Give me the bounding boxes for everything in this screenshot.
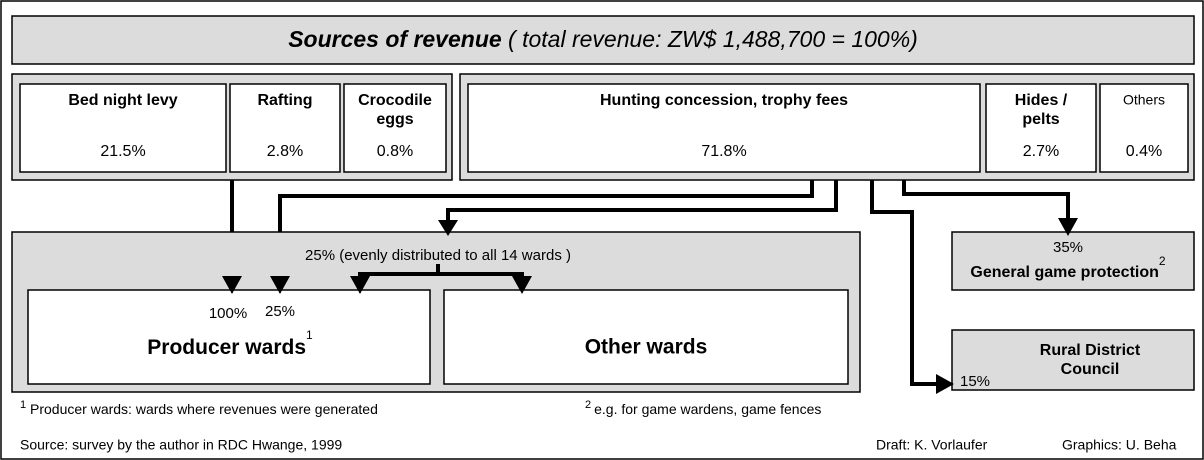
arrowhead (270, 276, 290, 294)
source-label: Hunting concession, trophy fees (600, 92, 848, 109)
source-value: 2.8% (267, 143, 303, 160)
share: 15% (960, 373, 990, 390)
arrowhead (438, 220, 458, 236)
source-label: eggs (376, 111, 413, 128)
footnote-text: e.g. for game wardens, game fences (594, 401, 821, 417)
arrow (358, 264, 524, 280)
title: Sources of revenue ( total revenue: ZW$ … (288, 26, 918, 52)
title-rest: ( total revenue: ZW$ 1,488,700 = 100%) (502, 26, 918, 52)
source-box (1099, 83, 1189, 173)
source-label: Hides / (1015, 92, 1068, 109)
footnote-marker: 1 (306, 328, 313, 342)
source-label: Crocodile (358, 92, 432, 109)
footnote-marker: 1 (20, 399, 26, 411)
rdc-label: Rural District (1040, 342, 1141, 359)
arrowhead (512, 276, 532, 294)
source-box (467, 83, 981, 173)
arrowhead (1058, 218, 1078, 236)
producer-wards: Producer wards1 (147, 328, 313, 358)
source-box (985, 83, 1097, 173)
source-value: 71.8% (701, 143, 746, 160)
arrow (902, 180, 1070, 222)
arrowhead (222, 276, 242, 294)
game-protection-box (951, 231, 1195, 291)
source-value: 21.5% (100, 143, 145, 160)
source-value: 0.4% (1126, 143, 1162, 160)
source-label: pelts (1022, 111, 1059, 128)
title-bold: Sources of revenue (288, 26, 502, 52)
source-box (343, 83, 447, 173)
source-label: Bed night levy (68, 92, 177, 109)
rdc-label: Council (1061, 361, 1120, 378)
arrowhead (350, 276, 370, 294)
footnote: 1 Producer wards: wards where revenues w… (20, 399, 378, 417)
title-bar (11, 15, 1195, 65)
label: Producer wards (147, 336, 306, 359)
share: 35% (1053, 239, 1083, 256)
arrowhead (936, 374, 954, 394)
source-box (19, 83, 227, 173)
draft-credit: Draft: K. Vorlaufer (876, 437, 988, 453)
producer-wards-box (27, 289, 431, 385)
footnote-marker: 2 (585, 399, 591, 411)
share: 25% (265, 303, 295, 320)
source-label: Others (1123, 92, 1165, 108)
source-note: Source: survey by the author in RDC Hwan… (20, 437, 342, 453)
footnote: 2 e.g. for game wardens, game fences (585, 399, 821, 417)
arrow (446, 180, 838, 224)
source-label: Rafting (257, 92, 312, 109)
arrow (870, 180, 940, 386)
source-box (229, 83, 341, 173)
graphics-credit: Graphics: U. Beha (1062, 437, 1177, 453)
footnote-marker: 2 (1159, 254, 1166, 268)
rdc-box (951, 329, 1195, 391)
source-value: 0.8% (377, 143, 413, 160)
game-protection: General game protection2 (970, 254, 1166, 281)
other-wards: Other wards (585, 336, 708, 359)
other-wards-box (443, 289, 849, 385)
share: 100% (209, 305, 247, 322)
source-value: 2.7% (1023, 143, 1059, 160)
label: General game protection (970, 264, 1159, 281)
distribution-share: 25% (evenly distributed to all 14 wards … (305, 247, 571, 264)
footnote-text: Producer wards: wards where revenues wer… (26, 401, 378, 417)
